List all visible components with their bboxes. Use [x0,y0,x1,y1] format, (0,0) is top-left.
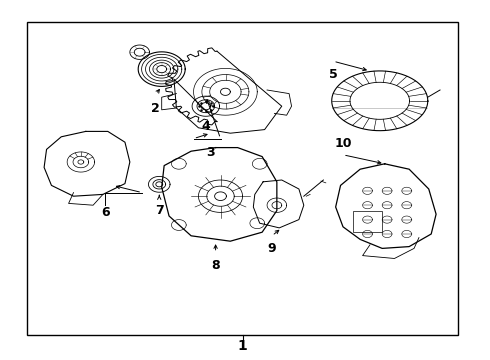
Text: 2: 2 [151,102,160,114]
Text: 9: 9 [268,242,276,255]
Text: 8: 8 [211,259,220,272]
Bar [353,211,382,232]
Text: 10: 10 [334,137,352,150]
Text: 5: 5 [329,68,338,81]
Text: 3: 3 [206,146,215,159]
Text: 6: 6 [101,206,110,219]
Bar [27,22,458,335]
Text: 4: 4 [201,120,210,133]
Text: 7: 7 [155,204,164,217]
Text: 1: 1 [238,339,247,353]
